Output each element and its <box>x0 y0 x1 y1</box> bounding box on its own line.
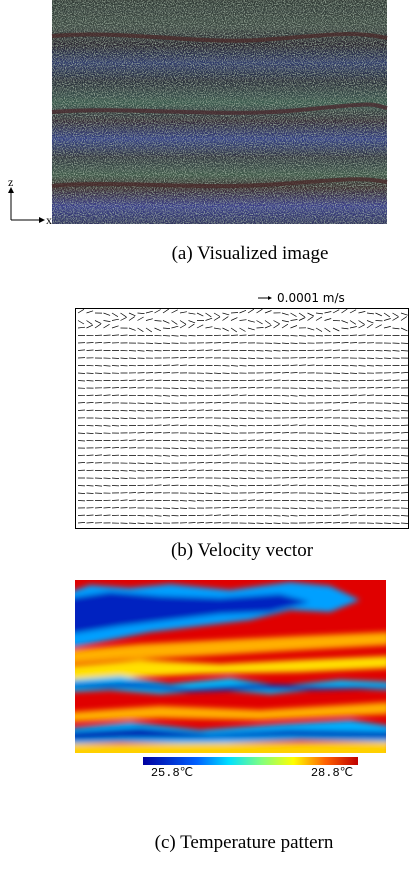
dark-streak <box>51 32 388 43</box>
vector-arrows <box>77 308 409 524</box>
caption: (b) Velocity vector <box>171 540 314 561</box>
axis-indicator: z x <box>8 175 52 227</box>
colorbar-min-label: 25.8℃ <box>151 766 193 780</box>
arrow-head <box>8 187 14 193</box>
temperature-image <box>75 580 386 753</box>
colorbar <box>143 757 358 765</box>
caption: (c) Temperature pattern <box>155 832 334 853</box>
temperature-field <box>75 582 386 753</box>
visualized-image <box>51 0 388 224</box>
arrow-head <box>268 296 272 300</box>
scale-label: 0.0001 m/s <box>277 291 345 305</box>
dark-streak <box>51 177 388 188</box>
dark-streak <box>51 102 388 115</box>
axis-x-label: x <box>46 213 52 227</box>
caption: (a) Visualized image <box>172 243 329 264</box>
scale-arrow: 0.0001 m/s <box>258 291 345 305</box>
axis-z-label: z <box>8 175 13 189</box>
colorbar-max-label: 28.8℃ <box>311 766 353 780</box>
vector-field <box>77 308 409 524</box>
arrow-head <box>39 217 45 223</box>
